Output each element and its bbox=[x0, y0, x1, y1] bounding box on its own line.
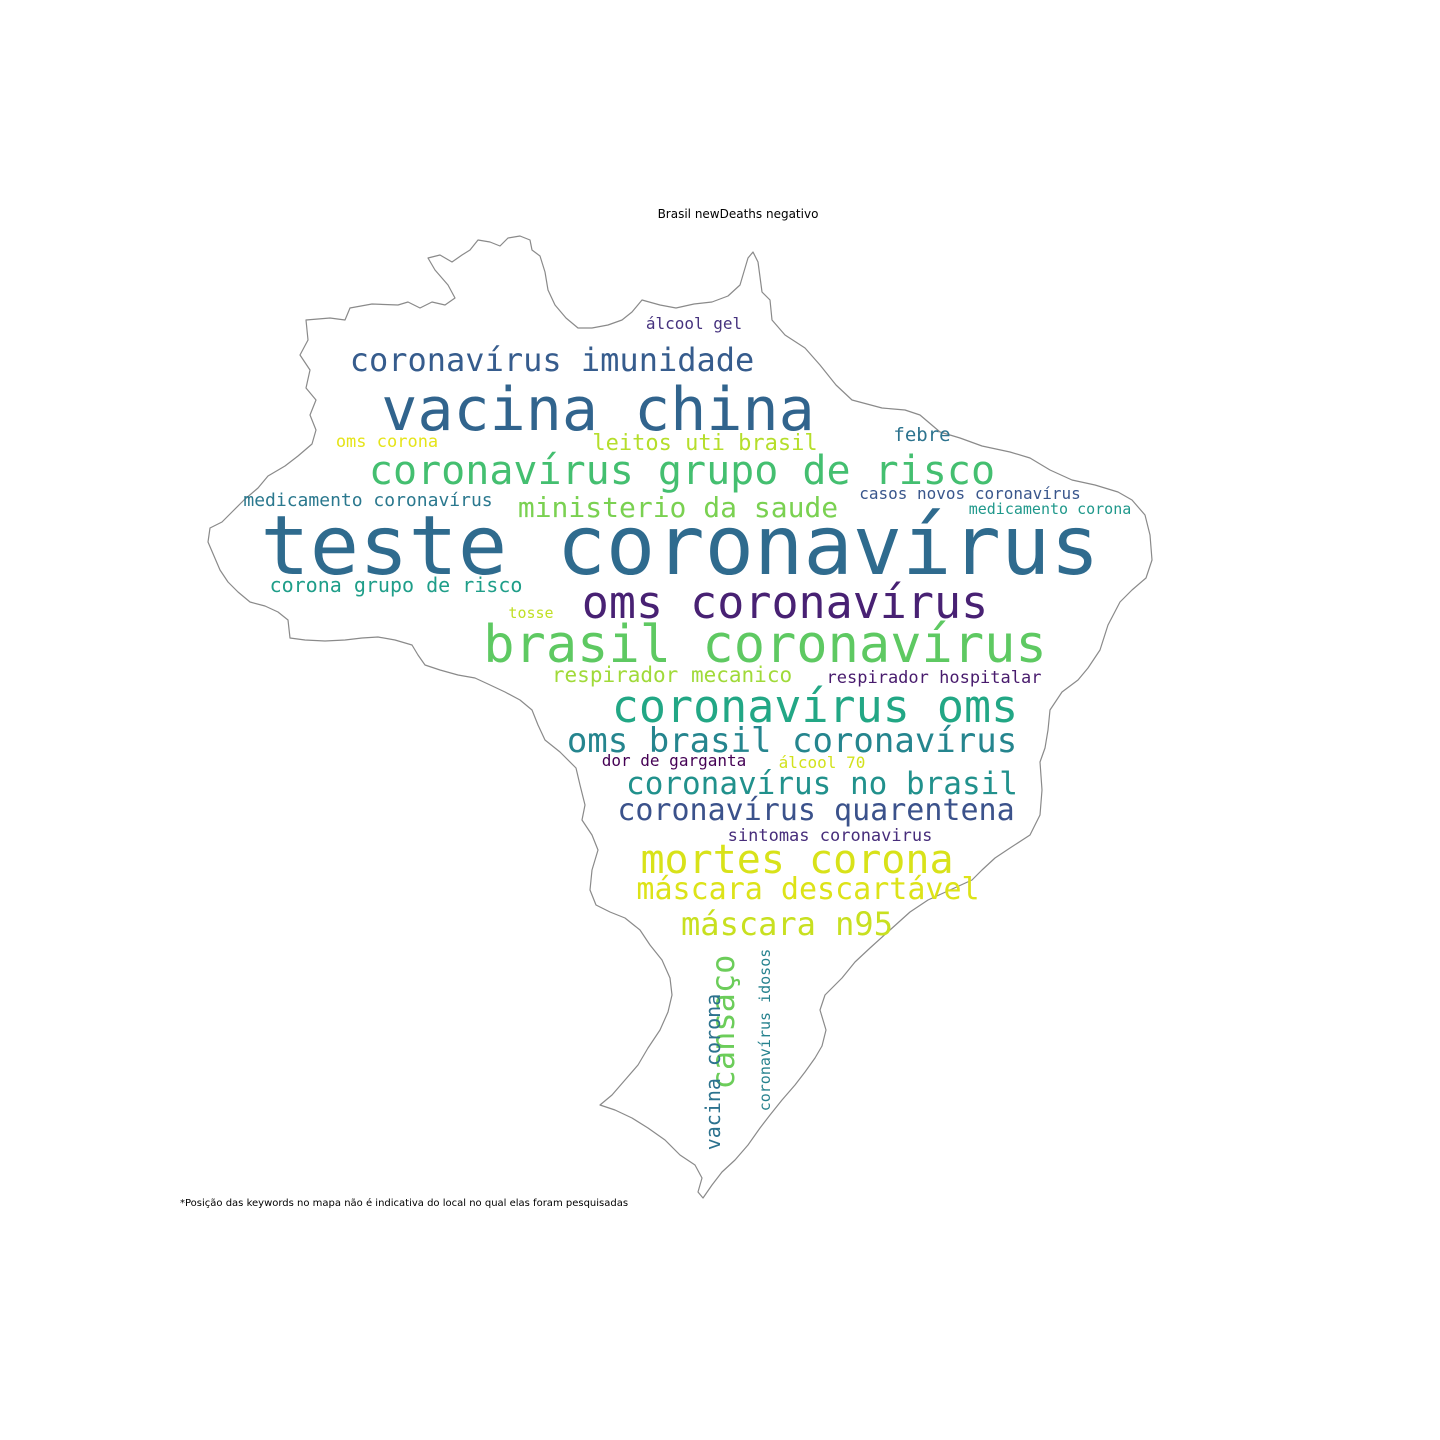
figure-footnote: *Posição das keywords no mapa não é indi… bbox=[180, 1198, 629, 1209]
word-respirador-hospitalar: respirador hospitalar bbox=[827, 668, 1042, 688]
word-vacina-corona: vacina corona bbox=[701, 994, 725, 1151]
word-mascara-descartavel: máscara descartável bbox=[636, 872, 979, 907]
word-coronavirus-imunidade: coronavírus imunidade bbox=[350, 341, 755, 379]
word-coronavirus-quarentena: coronavírus quarentena bbox=[617, 793, 1014, 828]
word-corona-grupo-de-risco: corona grupo de risco bbox=[270, 573, 523, 597]
word-vacina-china: vacina china bbox=[381, 375, 814, 445]
word-febre: febre bbox=[893, 424, 950, 446]
word-oms-coronavirus: oms coronavírus bbox=[582, 576, 988, 629]
word-dor-de-garganta: dor de garganta bbox=[602, 751, 747, 770]
word-brasil-coronavirus: brasil coronavírus bbox=[483, 615, 1047, 675]
word-medicamento-corona: medicamento corona bbox=[969, 500, 1132, 518]
word-cansaco: cansaço bbox=[704, 955, 742, 1090]
word-coronavirus-grupo-de-risco: coronavírus grupo de risco bbox=[369, 448, 995, 494]
word-alcool-70: álcool 70 bbox=[779, 753, 866, 772]
word-oms-brasil-coronavirus: oms brasil coronavírus bbox=[567, 721, 1017, 761]
brazil-map-border bbox=[207, 235, 1153, 1199]
figure-title: Brasil newDeaths negativo bbox=[657, 207, 819, 221]
word-sintomas-coronavirus: sintomas coronavirus bbox=[728, 826, 933, 846]
word-ministerio-da-saude: ministerio da saude bbox=[518, 491, 838, 524]
word-teste-coronavirus: teste coronavírus bbox=[260, 499, 1099, 594]
word-alcool-gel: álcool gel bbox=[646, 314, 742, 333]
word-respirador-mecanico: respirador mecanico bbox=[552, 663, 792, 687]
word-coronavirus-no-brasil: coronavírus no brasil bbox=[626, 766, 1018, 802]
word-mascara-n95: máscara n95 bbox=[681, 905, 893, 943]
word-medicamento-coronavirus: medicamento coronavírus bbox=[243, 490, 492, 511]
word-tosse: tosse bbox=[508, 604, 553, 622]
word-coronavirus-idosos: coronavírus idosos bbox=[756, 949, 774, 1112]
word-oms-corona: oms corona bbox=[336, 432, 438, 452]
word-coronavirus-oms: coronavírus oms bbox=[612, 680, 1018, 733]
word-leitos-uti-brasil: leitos uti brasil bbox=[592, 431, 817, 456]
word-mortes-corona: mortes corona bbox=[640, 837, 953, 883]
word-casos-novos-coronavirus: casos novos coronavírus bbox=[859, 484, 1081, 503]
